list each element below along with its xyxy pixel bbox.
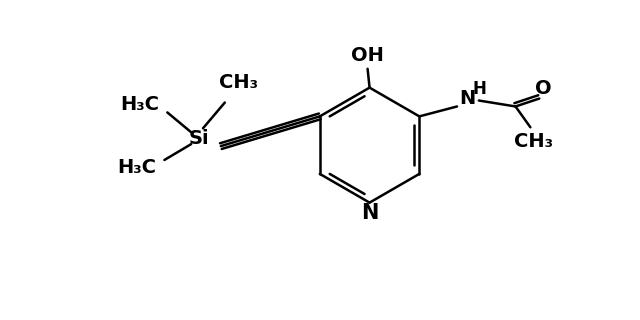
Text: N: N [459, 89, 475, 108]
Text: CH₃: CH₃ [220, 73, 258, 92]
Text: O: O [535, 79, 552, 98]
Text: CH₃: CH₃ [514, 132, 553, 151]
Text: H₃C: H₃C [120, 95, 159, 114]
Text: H₃C: H₃C [117, 158, 156, 177]
Text: OH: OH [351, 46, 384, 65]
Text: H: H [473, 80, 487, 98]
Text: N: N [361, 203, 378, 222]
Text: Si: Si [189, 129, 209, 148]
